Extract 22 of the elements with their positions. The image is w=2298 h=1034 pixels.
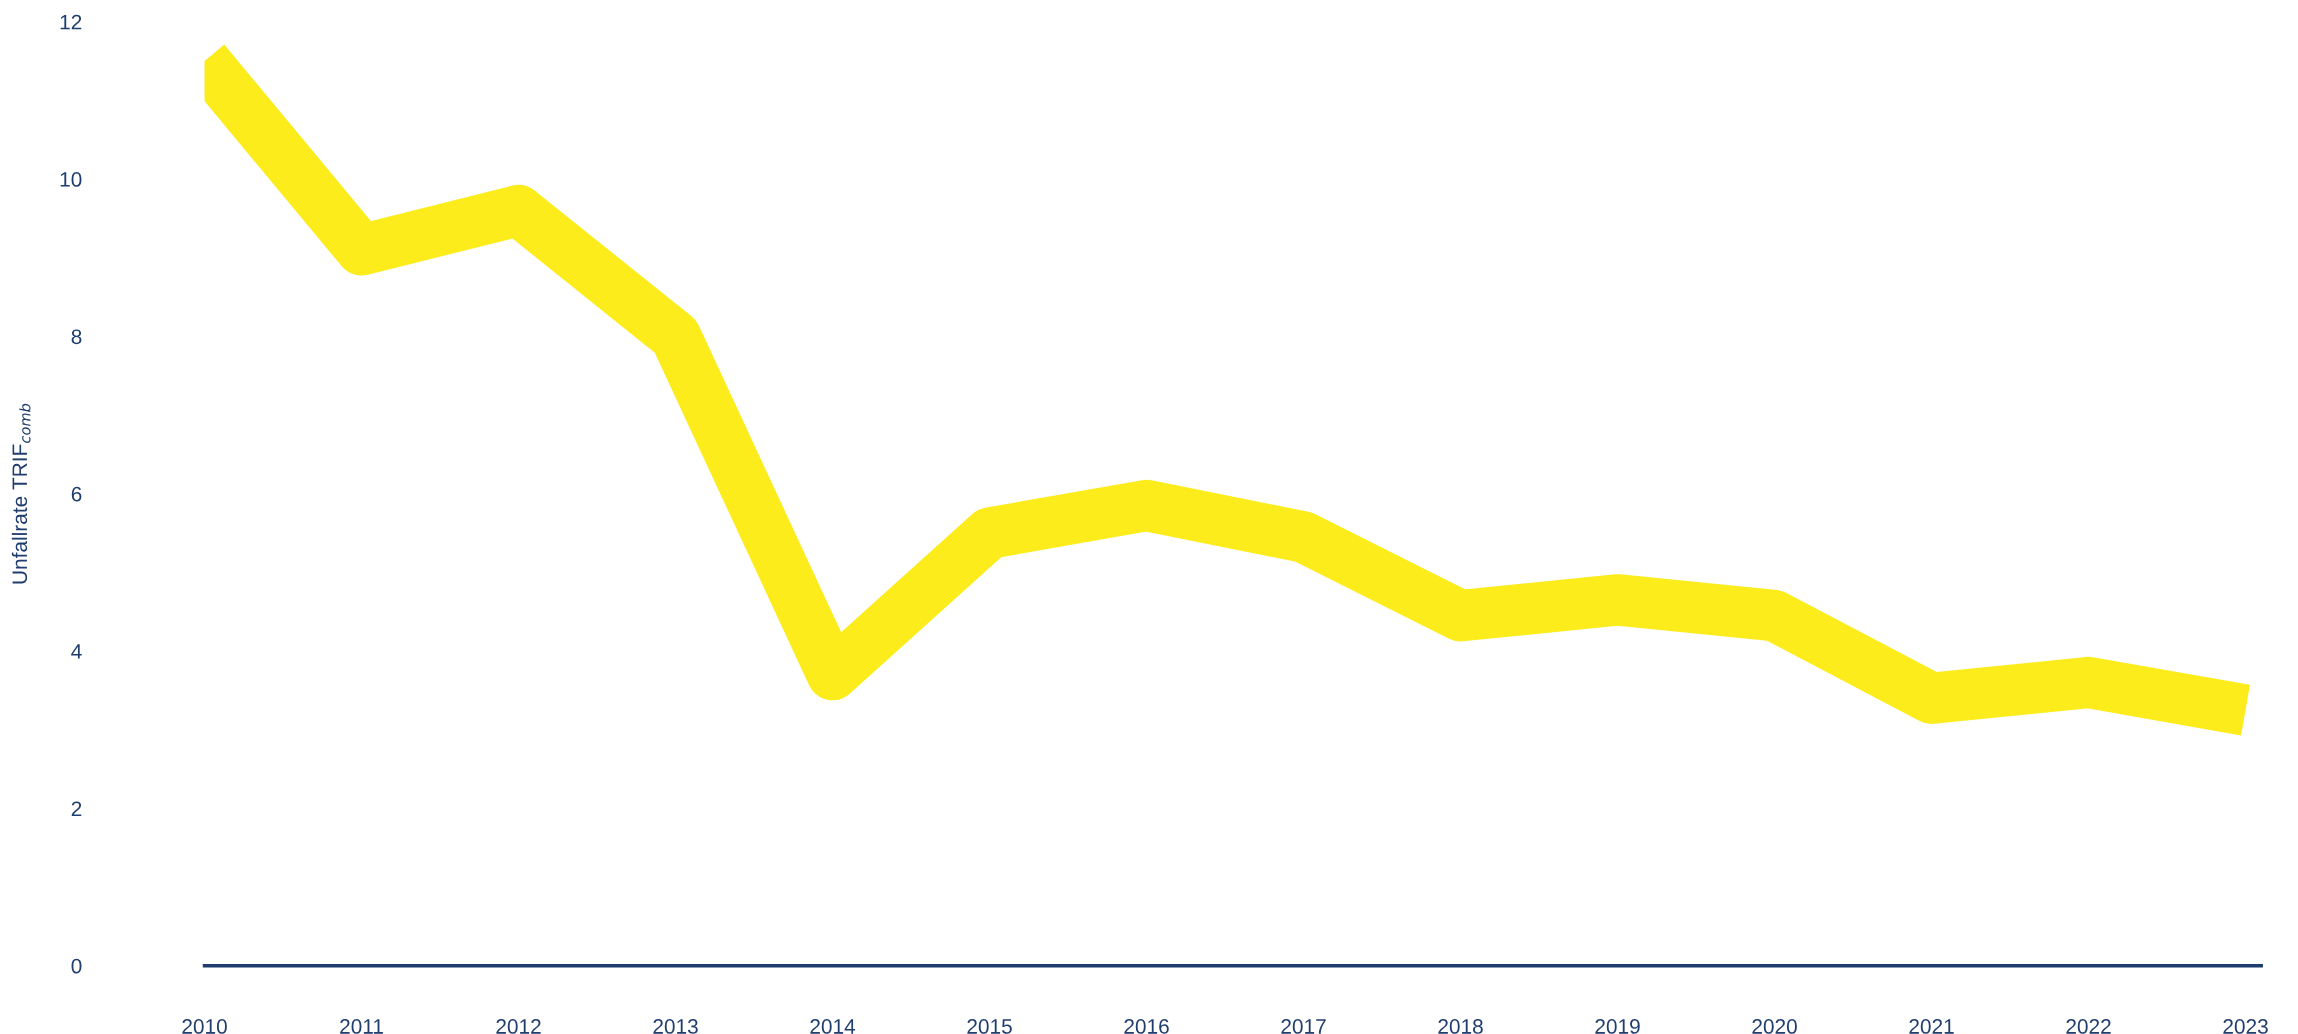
- y-tick-label: 6: [71, 486, 82, 502]
- x-tick-label: 2010: [182, 1019, 227, 1034]
- x-tick-label: 2013: [653, 1019, 698, 1034]
- x-tick-label: 2023: [2223, 1019, 2268, 1034]
- y-tick-label: 2: [71, 801, 82, 816]
- y-tick-label: 0: [71, 958, 82, 974]
- x-tick-label: 2022: [2066, 1019, 2111, 1034]
- x-tick-label: 2021: [1909, 1019, 1954, 1034]
- x-tick-label: 2016: [1124, 1019, 1169, 1034]
- y-tick-label: 12: [60, 14, 82, 30]
- y-tick-label: 8: [71, 329, 82, 345]
- y-tick-label: 4: [71, 644, 82, 659]
- y-axis-title: Unfallrate TRIF$_{comb}$: [11, 403, 31, 584]
- x-tick-label: 2011: [340, 1019, 383, 1034]
- x-tick-label: 2018: [1438, 1019, 1483, 1034]
- x-tick-label: 2015: [967, 1019, 1012, 1034]
- x-tick-label: 2019: [1595, 1019, 1640, 1034]
- x-tick-label: 2012: [496, 1019, 541, 1034]
- y-tick-label: 10: [60, 172, 82, 187]
- x-tick-label: 2017: [1281, 1019, 1326, 1034]
- x-tick-label: 2020: [1752, 1019, 1797, 1034]
- x-tick-label: 2014: [810, 1019, 856, 1034]
